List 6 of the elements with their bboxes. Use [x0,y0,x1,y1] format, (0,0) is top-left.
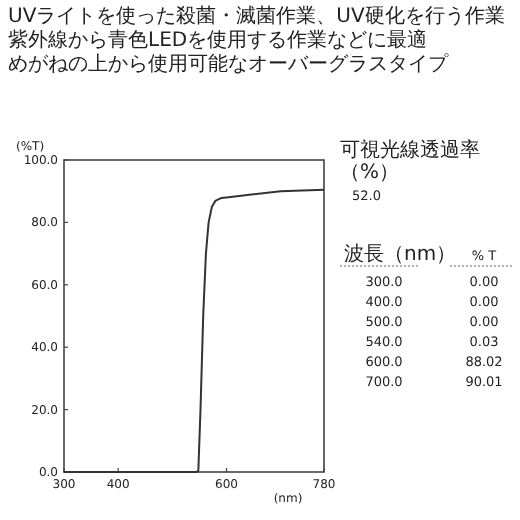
chart-subtitle: 紫外線から青色LEDを使用する作業などに最適 [8,30,430,53]
text: めがねの上から使用可能なオーバーグラスタイプ [8,54,451,78]
text: 波長（nm） [344,242,457,266]
chart-title: UVライトを使った殺菌・滅菌作業、UV硬化を行う作業 [8,6,507,29]
line-series [63,188,325,473]
text: 可視光線透過率（%） [340,140,482,184]
